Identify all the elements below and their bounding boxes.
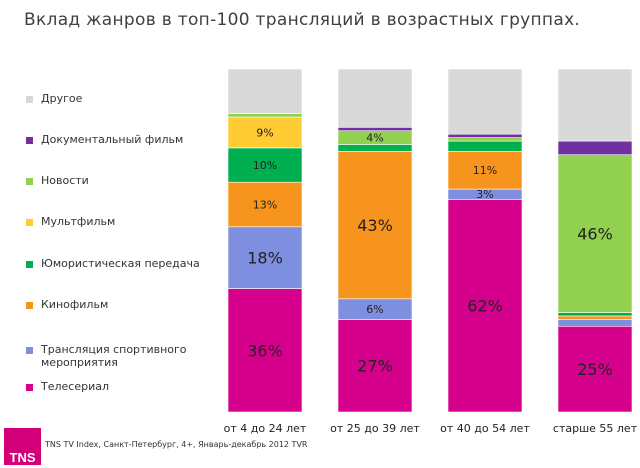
bar-segment — [447, 137, 523, 142]
category-label: старше 55 лет — [553, 422, 638, 435]
legend-item: Другое — [26, 92, 201, 105]
legend-item: Документальный фильм — [26, 133, 201, 146]
bar-segment — [447, 140, 523, 152]
legend-swatch — [26, 347, 33, 354]
data-label: 10% — [253, 159, 277, 172]
data-label: 36% — [247, 341, 283, 360]
data-label: 62% — [467, 297, 503, 316]
bar-segment — [447, 199, 523, 413]
legend-item: Телесериал — [26, 380, 201, 393]
data-label: 13% — [253, 198, 277, 211]
tns-logo: TNS — [4, 428, 41, 465]
legend-label: Юмористическая передача — [41, 257, 200, 270]
bar-segment — [557, 154, 633, 313]
legend-label: Документальный фильм — [41, 133, 184, 146]
legend-item: Новости — [26, 174, 201, 187]
data-label: 4% — [366, 132, 383, 145]
legend-item: Мультфильм — [26, 215, 201, 228]
bar-segment — [557, 312, 633, 317]
data-label: 11% — [473, 164, 497, 177]
chart-title: Вклад жанров в топ-100 трансляций в возр… — [24, 10, 581, 30]
legend-item: Юмористическая передача — [26, 257, 201, 270]
legend-swatch — [26, 261, 33, 268]
legend-label: Трансляция спортивного мероприятия — [41, 343, 187, 369]
bar-segment — [227, 226, 303, 289]
bar-segment — [557, 325, 633, 413]
data-label: 27% — [357, 357, 393, 376]
bar-segment — [337, 144, 413, 152]
bar-segment — [557, 68, 633, 142]
data-label: 18% — [247, 249, 283, 268]
category-label: от 4 до 24 лет — [224, 422, 307, 435]
legend-swatch — [26, 178, 33, 185]
legend-swatch — [26, 96, 33, 103]
data-label: 25% — [577, 360, 613, 379]
bar-segment — [557, 140, 633, 156]
bar-segment — [227, 147, 303, 183]
data-label: 3% — [476, 188, 493, 201]
bar-segment — [447, 68, 523, 135]
data-label: 6% — [366, 303, 383, 316]
bar-segment — [447, 151, 523, 190]
bar-segment — [227, 68, 303, 114]
data-label: 46% — [577, 225, 613, 244]
data-label: 9% — [256, 126, 273, 139]
legend-item: Кинофильм — [26, 298, 201, 311]
bar-segment — [337, 319, 413, 413]
legend-label: Мультфильм — [41, 215, 116, 228]
legend-label: Другое — [41, 92, 83, 105]
bar-segment — [337, 127, 413, 132]
legend-label: Новости — [41, 174, 89, 187]
legend-item: Трансляция спортивного мероприятия — [26, 343, 201, 369]
legend-swatch — [26, 137, 33, 144]
bar-segment — [557, 319, 633, 327]
bar-segment — [337, 68, 413, 128]
legend-swatch — [26, 219, 33, 226]
category-label: от 25 до 39 лет — [330, 422, 420, 435]
bar-segment — [557, 315, 633, 320]
source-note: TNS TV Index, Санкт-Петербург, 4+, Январ… — [45, 440, 308, 449]
category-label: от 40 до 54 лет — [440, 422, 530, 435]
bar-segment — [447, 133, 523, 138]
bar-segment — [227, 113, 303, 118]
data-label: 43% — [357, 216, 393, 235]
legend-swatch — [26, 384, 33, 391]
legend-swatch — [26, 302, 33, 309]
bar-segment — [227, 181, 303, 228]
legend-label: Кинофильм — [41, 298, 109, 311]
bar-segment — [227, 288, 303, 413]
legend-label: Телесериал — [41, 380, 110, 393]
